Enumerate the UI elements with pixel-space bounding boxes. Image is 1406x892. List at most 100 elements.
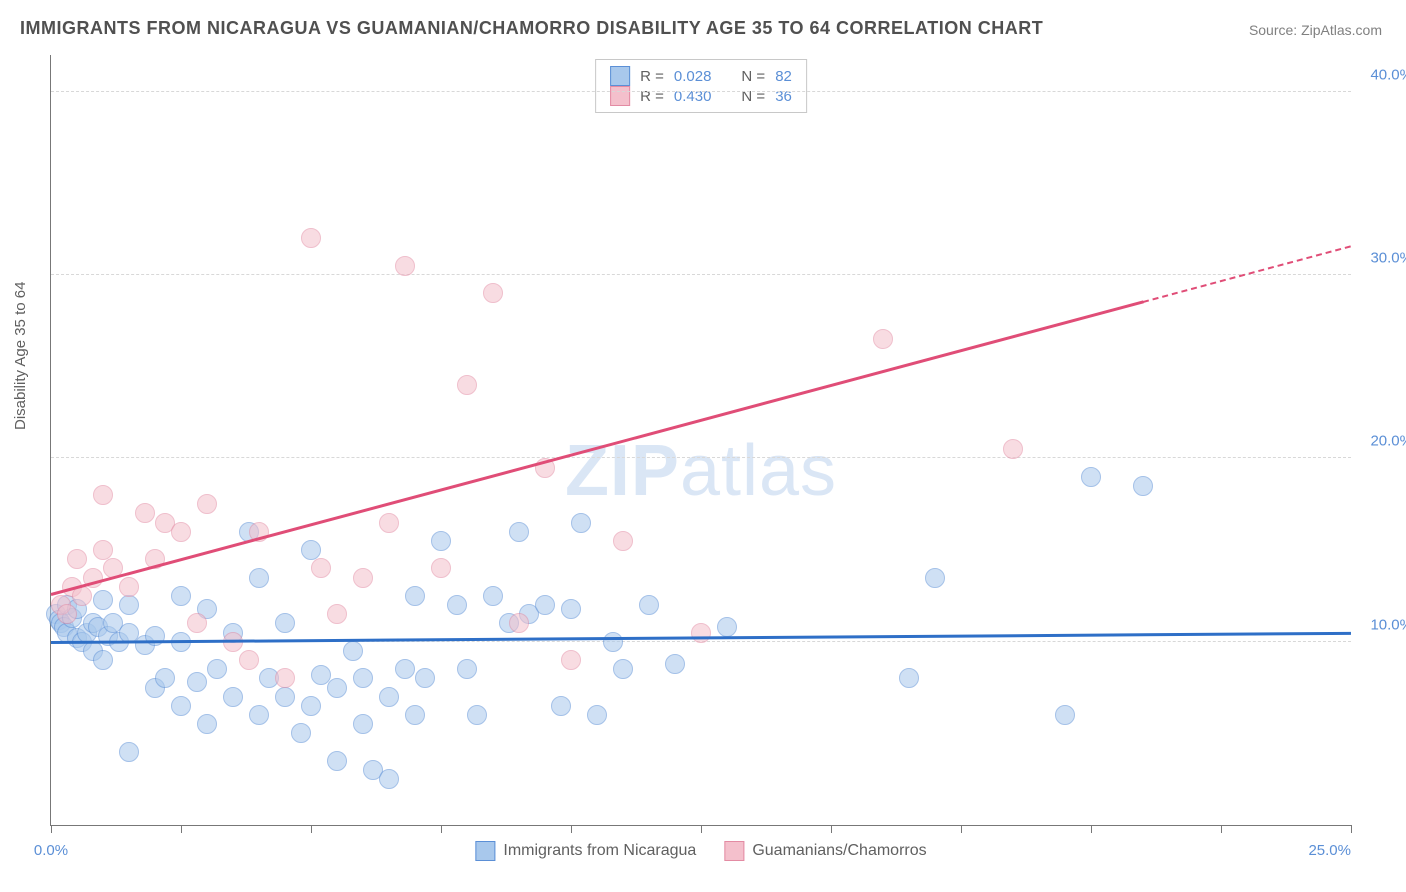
trendline xyxy=(51,300,1144,595)
n-value: 82 xyxy=(775,68,792,85)
scatter-point xyxy=(395,659,415,679)
scatter-point xyxy=(415,668,435,688)
watermark-rest: atlas xyxy=(680,431,837,511)
scatter-point xyxy=(171,522,191,542)
scatter-point xyxy=(93,485,113,505)
scatter-point xyxy=(301,228,321,248)
x-tick-label: 25.0% xyxy=(1308,842,1351,859)
scatter-point xyxy=(431,558,451,578)
x-tick xyxy=(701,825,702,833)
scatter-point xyxy=(431,531,451,551)
scatter-point xyxy=(379,769,399,789)
scatter-point xyxy=(187,672,207,692)
watermark-bold: ZIP xyxy=(565,431,680,511)
scatter-point xyxy=(483,283,503,303)
scatter-point xyxy=(353,568,373,588)
scatter-point xyxy=(379,687,399,707)
source-link[interactable]: ZipAtlas.com xyxy=(1301,22,1382,38)
scatter-point xyxy=(119,577,139,597)
legend-swatch xyxy=(724,841,744,861)
scatter-point xyxy=(1081,467,1101,487)
scatter-point xyxy=(405,705,425,725)
source-attribution: Source: ZipAtlas.com xyxy=(1249,22,1382,38)
x-tick xyxy=(571,825,572,833)
gridline xyxy=(51,274,1351,275)
scatter-point xyxy=(275,687,295,707)
scatter-point xyxy=(207,659,227,679)
scatter-point xyxy=(301,540,321,560)
scatter-point xyxy=(187,613,207,633)
scatter-point xyxy=(717,617,737,637)
x-tick-label: 0.0% xyxy=(34,842,68,859)
legend-swatch xyxy=(610,66,630,86)
scatter-point xyxy=(873,329,893,349)
y-axis-label: Disability Age 35 to 64 xyxy=(12,282,29,430)
x-tick xyxy=(1091,825,1092,833)
scatter-point xyxy=(93,650,113,670)
legend-stats-row: R = 0.028 N = 82 xyxy=(610,66,792,86)
legend-label: Guamanians/Chamorros xyxy=(752,842,926,860)
y-tick-label: 30.0% xyxy=(1370,250,1406,267)
scatter-point xyxy=(135,503,155,523)
scatter-point xyxy=(665,654,685,674)
scatter-point xyxy=(291,723,311,743)
scatter-point xyxy=(613,531,633,551)
scatter-point xyxy=(395,256,415,276)
y-tick-label: 10.0% xyxy=(1370,616,1406,633)
scatter-point xyxy=(379,513,399,533)
scatter-point xyxy=(119,595,139,615)
scatter-point xyxy=(197,494,217,514)
scatter-point xyxy=(561,650,581,670)
legend-swatch xyxy=(610,86,630,106)
scatter-point xyxy=(613,659,633,679)
scatter-point xyxy=(457,659,477,679)
x-tick xyxy=(311,825,312,833)
x-tick xyxy=(831,825,832,833)
scatter-point xyxy=(327,604,347,624)
source-prefix: Source: xyxy=(1249,22,1301,38)
scatter-point xyxy=(603,632,623,652)
x-tick xyxy=(181,825,182,833)
scatter-point xyxy=(353,714,373,734)
legend-stats-box: R = 0.028 N = 82R =0.430N =36 xyxy=(595,59,807,113)
r-value: 0.028 xyxy=(674,68,712,85)
scatter-point xyxy=(467,705,487,725)
x-tick xyxy=(961,825,962,833)
scatter-point xyxy=(1133,476,1153,496)
r-label: R = xyxy=(640,68,664,85)
scatter-point xyxy=(1055,705,1075,725)
scatter-point xyxy=(571,513,591,533)
scatter-point xyxy=(899,668,919,688)
scatter-point xyxy=(223,687,243,707)
scatter-point xyxy=(311,558,331,578)
scatter-point xyxy=(535,595,555,615)
legend-label: Immigrants from Nicaragua xyxy=(503,842,696,860)
scatter-point xyxy=(171,696,191,716)
legend-stats-row: R =0.430N =36 xyxy=(610,86,792,106)
scatter-point xyxy=(249,705,269,725)
scatter-point xyxy=(405,586,425,606)
x-tick xyxy=(51,825,52,833)
scatter-point xyxy=(509,522,529,542)
scatter-point xyxy=(93,540,113,560)
scatter-point xyxy=(155,668,175,688)
scatter-point xyxy=(691,623,711,643)
scatter-point xyxy=(639,595,659,615)
legend-item: Guamanians/Chamorros xyxy=(724,841,926,861)
plot-area: ZIPatlas R =0.028N =82R =0.430N =36 Immi… xyxy=(50,55,1351,826)
y-tick-label: 20.0% xyxy=(1370,433,1406,450)
scatter-point xyxy=(67,549,87,569)
scatter-point xyxy=(119,742,139,762)
scatter-point xyxy=(343,641,363,661)
scatter-point xyxy=(925,568,945,588)
scatter-point xyxy=(457,375,477,395)
scatter-point xyxy=(171,586,191,606)
scatter-point xyxy=(93,590,113,610)
x-tick xyxy=(1351,825,1352,833)
n-label: N = xyxy=(741,68,765,85)
legend-series: Immigrants from Nicaragua Guamanians/Cham… xyxy=(475,841,926,861)
scatter-point xyxy=(249,568,269,588)
scatter-point xyxy=(447,595,467,615)
watermark: ZIPatlas xyxy=(565,430,837,512)
scatter-point xyxy=(57,604,77,624)
